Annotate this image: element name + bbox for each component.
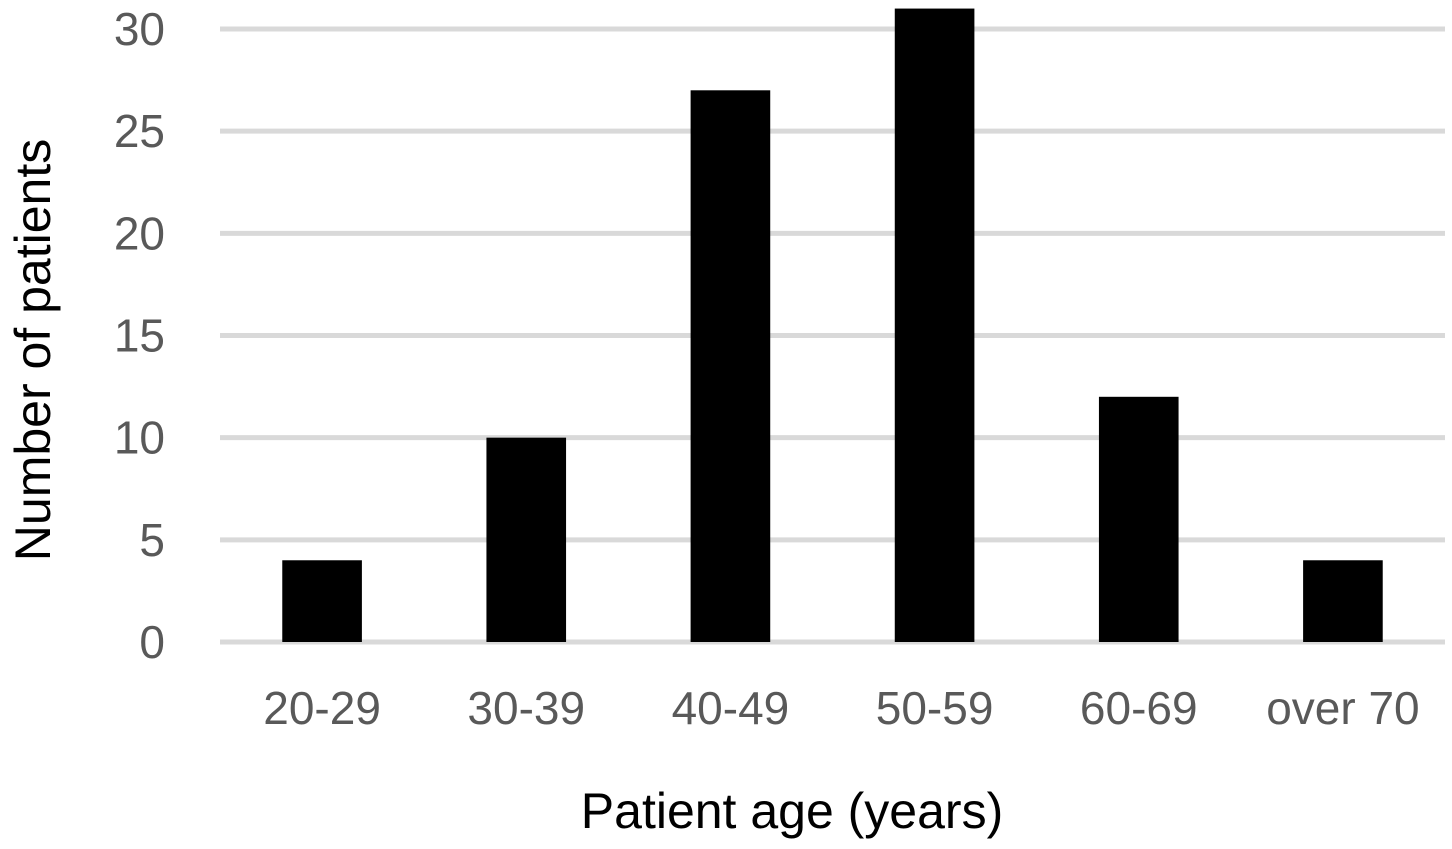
y-axis-title: Number of patients — [5, 139, 61, 561]
y-tick-label: 5 — [139, 514, 165, 566]
x-tick-label: 20-29 — [263, 682, 381, 734]
y-tick-label: 15 — [114, 310, 165, 362]
bar-40-49 — [690, 90, 771, 643]
bar-30-39 — [486, 437, 567, 642]
y-tick-label: 0 — [139, 616, 165, 668]
y-tick-label: 30 — [114, 3, 165, 55]
x-axis-title: Patient age (years) — [581, 783, 1003, 839]
y-tick-label: 25 — [114, 105, 165, 157]
bar-60-69 — [1098, 396, 1179, 642]
bar-20-29 — [282, 560, 362, 642]
y-tick-label: 10 — [114, 412, 165, 464]
y-tick-label: 20 — [114, 207, 165, 259]
bar-50-59 — [894, 8, 975, 643]
x-tick-label: over 70 — [1266, 682, 1419, 734]
x-tick-label: 50-59 — [876, 682, 994, 734]
bars — [282, 8, 1383, 643]
x-tick-label: 40-49 — [672, 682, 790, 734]
bar-over-70 — [1303, 560, 1383, 642]
x-tick-label: 60-69 — [1080, 682, 1198, 734]
y-axis-ticks: 0 5 10 15 20 25 30 — [114, 3, 165, 668]
x-axis-ticks: 20-29 30-39 40-49 50-59 60-69 over 70 — [263, 682, 1419, 734]
x-tick-label: 30-39 — [467, 682, 585, 734]
gridlines — [220, 26, 1445, 645]
